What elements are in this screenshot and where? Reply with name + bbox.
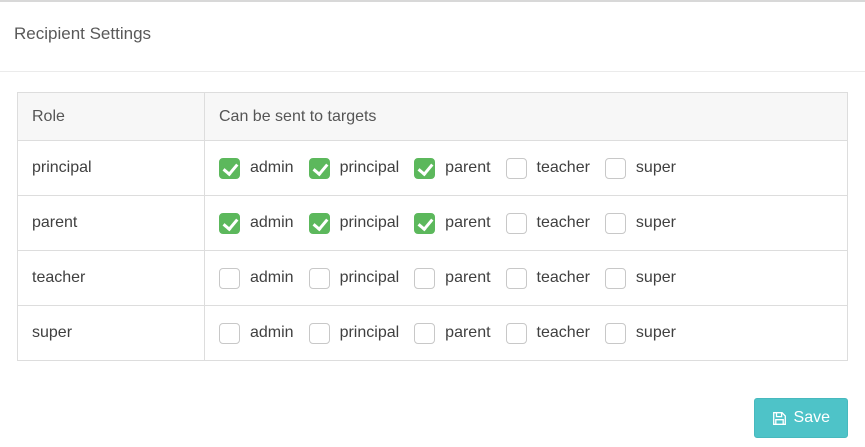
checkbox-parent-teacher[interactable] xyxy=(505,212,527,234)
checkbox-super-principal[interactable] xyxy=(308,322,330,344)
checkbox-teacher-teacher[interactable] xyxy=(505,267,527,289)
target-parent-super[interactable]: super xyxy=(604,212,676,234)
checkbox-label: principal xyxy=(339,214,400,231)
checkbox-label: super xyxy=(635,214,676,231)
title-divider xyxy=(0,71,865,72)
recipient-settings-table: Role Can be sent to targets principal ad… xyxy=(17,92,848,361)
checkbox-label: teacher xyxy=(536,159,590,176)
table-row-super: super admin principal parent xyxy=(17,305,848,361)
role-label: super xyxy=(17,305,205,361)
target-principal-principal[interactable]: principal xyxy=(308,157,400,179)
checkbox-label: parent xyxy=(445,324,491,341)
checkbox-label: admin xyxy=(250,159,294,176)
column-header-role: Role xyxy=(17,92,205,141)
checkbox-parent-admin[interactable] xyxy=(219,212,240,234)
checkbox-label: admin xyxy=(250,324,294,341)
table-row-teacher: teacher admin principal pare xyxy=(17,250,848,306)
target-parent-parent[interactable]: parent xyxy=(414,212,491,234)
checkbox-super-teacher[interactable] xyxy=(505,322,527,344)
targets-group: admin principal parent teacher xyxy=(219,267,833,289)
checkbox-label: admin xyxy=(250,214,294,231)
checkbox-label: parent xyxy=(445,269,491,286)
target-super-super[interactable]: super xyxy=(604,322,676,344)
target-super-principal[interactable]: principal xyxy=(308,322,400,344)
checkbox-super-super[interactable] xyxy=(604,322,626,344)
save-button[interactable]: Save xyxy=(753,398,848,438)
checkbox-label: teacher xyxy=(536,324,590,341)
checkbox-parent-super[interactable] xyxy=(604,212,626,234)
target-teacher-parent[interactable]: parent xyxy=(414,267,491,289)
role-label: teacher xyxy=(17,250,205,306)
checkbox-teacher-admin[interactable] xyxy=(219,267,240,289)
checkbox-principal-super[interactable] xyxy=(604,157,626,179)
checkbox-label: super xyxy=(635,324,676,341)
save-button-label: Save xyxy=(793,409,830,426)
target-super-admin[interactable]: admin xyxy=(219,322,294,344)
target-principal-teacher[interactable]: teacher xyxy=(505,157,590,179)
table-row-parent: parent admin principal paren xyxy=(17,195,848,251)
checkbox-teacher-principal[interactable] xyxy=(308,267,330,289)
checkbox-label: admin xyxy=(250,269,294,286)
target-principal-admin[interactable]: admin xyxy=(219,157,294,179)
actions-bar: Save xyxy=(17,398,848,438)
target-teacher-teacher[interactable]: teacher xyxy=(505,267,590,289)
recipient-settings-panel: Role Can be sent to targets principal ad… xyxy=(0,92,865,438)
checkbox-teacher-super[interactable] xyxy=(604,267,626,289)
target-parent-teacher[interactable]: teacher xyxy=(505,212,590,234)
targets-group: admin principal parent teacher xyxy=(219,212,833,234)
checkbox-principal-admin[interactable] xyxy=(219,157,240,179)
column-header-targets: Can be sent to targets xyxy=(204,92,848,141)
checkbox-label: super xyxy=(635,269,676,286)
targets-group: admin principal parent teacher xyxy=(219,322,833,344)
checkbox-parent-principal[interactable] xyxy=(308,212,330,234)
checkbox-label: parent xyxy=(445,159,491,176)
target-parent-admin[interactable]: admin xyxy=(219,212,294,234)
role-label: principal xyxy=(17,140,205,196)
page-title: Recipient Settings xyxy=(14,24,152,43)
target-teacher-principal[interactable]: principal xyxy=(308,267,400,289)
target-teacher-admin[interactable]: admin xyxy=(219,267,294,289)
role-label: parent xyxy=(17,195,205,251)
floppy-disk-icon xyxy=(772,411,787,426)
checkbox-super-admin[interactable] xyxy=(219,322,240,344)
checkbox-super-parent[interactable] xyxy=(414,322,436,344)
target-super-teacher[interactable]: teacher xyxy=(505,322,590,344)
checkbox-principal-teacher[interactable] xyxy=(505,157,527,179)
checkbox-label: parent xyxy=(445,214,491,231)
target-super-parent[interactable]: parent xyxy=(414,322,491,344)
checkbox-label: principal xyxy=(339,159,400,176)
checkbox-parent-parent[interactable] xyxy=(414,212,436,234)
checkbox-teacher-parent[interactable] xyxy=(414,267,436,289)
target-parent-principal[interactable]: principal xyxy=(308,212,400,234)
target-principal-super[interactable]: super xyxy=(604,157,676,179)
checkbox-label: teacher xyxy=(536,269,590,286)
target-principal-parent[interactable]: parent xyxy=(414,157,491,179)
targets-group: admin principal parent teacher xyxy=(219,157,833,179)
table-header-row: Role Can be sent to targets xyxy=(17,92,848,141)
checkbox-label: principal xyxy=(339,324,400,341)
checkbox-label: teacher xyxy=(536,214,590,231)
checkbox-principal-parent[interactable] xyxy=(414,157,436,179)
target-teacher-super[interactable]: super xyxy=(604,267,676,289)
checkbox-label: principal xyxy=(339,269,400,286)
table-row-principal: principal admin principal pa xyxy=(17,140,848,196)
checkbox-principal-principal[interactable] xyxy=(308,157,330,179)
checkbox-label: super xyxy=(635,159,676,176)
